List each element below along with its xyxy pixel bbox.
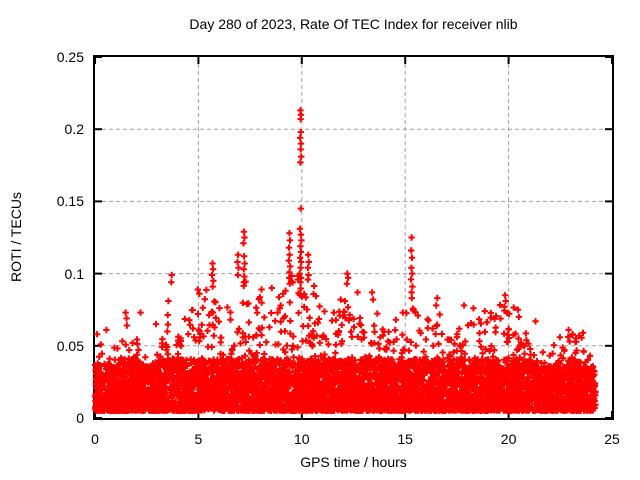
y-tick-label: 0 xyxy=(76,410,84,426)
y-tick-label: 0.05 xyxy=(56,337,84,354)
chart-title: Day 280 of 2023, Rate Of TEC Index for r… xyxy=(189,16,518,32)
y-tick-label: 0.2 xyxy=(64,121,84,138)
y-tick-label: 0.15 xyxy=(56,193,84,210)
x-tick-label: 10 xyxy=(294,431,310,447)
x-tick-label: 15 xyxy=(397,431,413,447)
y-tick-label: 0.1 xyxy=(64,265,84,282)
x-tick-label: 25 xyxy=(604,431,620,447)
scatter-plot-canvas xyxy=(91,56,613,419)
y-tick-label: 0.25 xyxy=(56,49,84,65)
scatter-points xyxy=(91,107,599,414)
x-tick-label: 20 xyxy=(500,431,517,447)
x-axis-label: GPS time / hours xyxy=(300,454,407,470)
x-tick-label: 0 xyxy=(91,431,99,447)
plot-area xyxy=(91,55,614,420)
x-tick-label: 5 xyxy=(194,431,203,447)
